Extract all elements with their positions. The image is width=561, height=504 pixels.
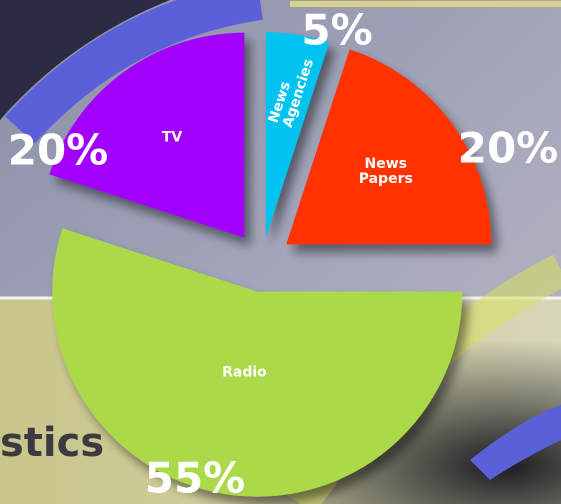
value-label: 55%: [145, 454, 246, 503]
value-label: 20%: [8, 126, 109, 175]
value-label: 5%: [301, 6, 372, 55]
slice-label: TV: [162, 131, 182, 146]
slice-label: News Papers: [356, 157, 416, 187]
background-text: stics: [0, 420, 104, 466]
screenshot: stics News Agencies5%News Papers20%Radio…: [0, 0, 561, 504]
value-label: 20%: [458, 124, 559, 173]
slice-label: Radio: [222, 365, 267, 380]
